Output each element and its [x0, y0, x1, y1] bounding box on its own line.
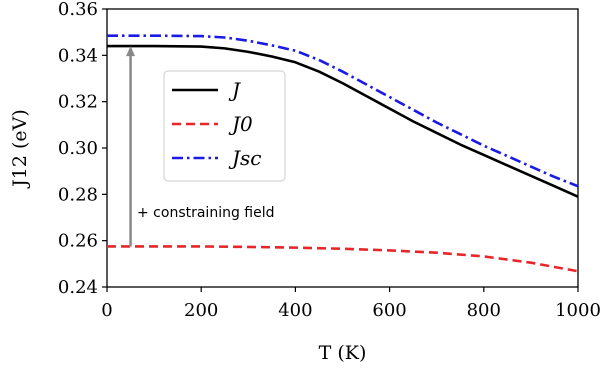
legend-label-j0: J0	[228, 112, 253, 136]
legend: J J0 Jsc	[163, 70, 286, 182]
series-layer	[107, 34, 579, 273]
axis-ticks: 0 200 400 600 800 1000 0.24 0.26 0.28 0.30 0.32 0.3…	[58, 0, 601, 321]
y-tick-label: 0.32	[58, 92, 98, 113]
y-tick-label: 0.26	[58, 231, 98, 252]
annotation-arrow-head	[126, 46, 136, 57]
y-tick-label: 0.24	[58, 277, 98, 298]
y-tick-label: 0.36	[58, 0, 98, 20]
x-axis-label: T (K)	[319, 342, 367, 364]
axis-labels: T (K) J12 (eV)	[9, 109, 366, 364]
series-line-jsc	[107, 34, 579, 188]
x-tick-label: 0	[101, 300, 112, 321]
y-axis-label: J12 (eV)	[9, 109, 31, 189]
legend-box	[163, 70, 286, 182]
series-line-j0	[107, 245, 579, 273]
y-tick-label: 0.28	[58, 184, 98, 205]
legend-label-j: J	[228, 78, 241, 102]
x-tick-label: 600	[372, 300, 406, 321]
x-tick-label: 800	[467, 300, 501, 321]
x-tick-label: 1000	[555, 300, 601, 321]
x-tick-label: 400	[278, 300, 312, 321]
y-tick-label: 0.34	[58, 45, 98, 66]
legend-label-jsc: Jsc	[228, 146, 261, 170]
y-tick-label: 0.30	[58, 138, 98, 159]
annotation: + constraining field	[126, 46, 275, 247]
annotation-text: + constraining field	[137, 205, 275, 221]
x-tick-label: 200	[184, 300, 218, 321]
series-line-j	[107, 44, 579, 198]
